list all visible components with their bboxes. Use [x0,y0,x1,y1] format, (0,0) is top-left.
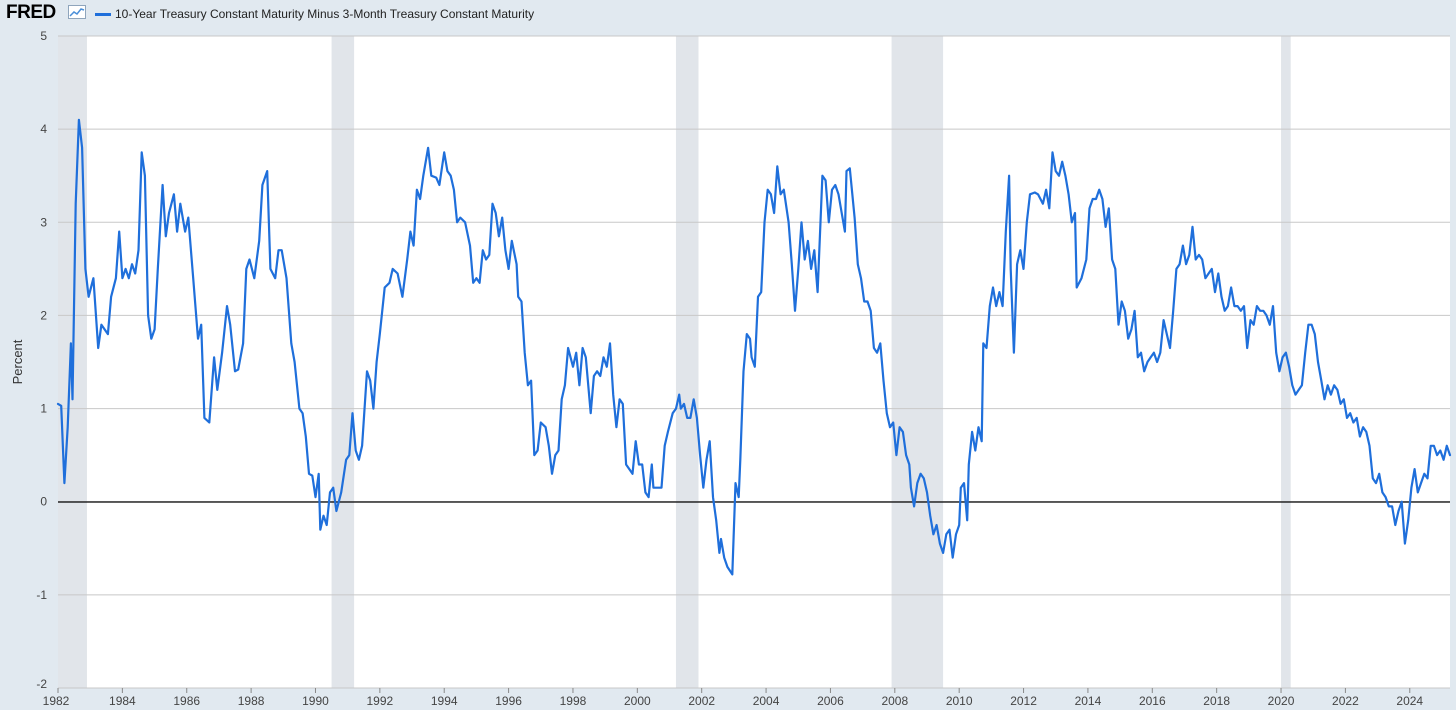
x-tick-label: 2008 [881,694,908,708]
y-axis-label: Percent [10,339,25,384]
x-tick-label: 2020 [1268,694,1295,708]
y-tick-label: 1 [40,402,47,416]
x-tick-label: 1992 [366,694,393,708]
x-tick-label: 2004 [753,694,780,708]
fred-graph-icon [68,5,86,19]
y-tick-label: -2 [36,677,47,691]
x-tick-label: 1982 [43,694,70,708]
x-tick-label: 2016 [1139,694,1166,708]
x-tick-label: 2022 [1332,694,1359,708]
series-line[interactable] [56,118,1452,576]
recession-band-2 [675,36,699,688]
y-tick-label: 3 [40,215,47,229]
x-tick-label: 2010 [946,694,973,708]
x-tick-label: 1986 [173,694,200,708]
y-tick-label: 5 [40,29,47,43]
y-tick-label: 0 [40,495,47,509]
recession-band-3 [891,36,944,688]
legend-swatch [95,13,111,16]
x-tick-label: 2000 [624,694,651,708]
x-tick-label: 2012 [1010,694,1037,708]
x-tick-label: 1988 [238,694,265,708]
fred-logo[interactable]: FRED [6,2,56,23]
x-tick-label: 1984 [109,694,136,708]
x-tick-label: 1996 [495,694,522,708]
recession-band-4 [1281,36,1291,688]
y-tick-label: 4 [40,122,47,136]
legend-label: 10-Year Treasury Constant Maturity Minus… [115,7,535,21]
x-tick-label: 2024 [1396,694,1423,708]
x-tick-label: 1990 [302,694,329,708]
recession-band-1 [331,36,355,688]
y-tick-label: 2 [40,308,47,322]
x-tick-label: 1994 [431,694,458,708]
x-tick-label: 2002 [688,694,715,708]
x-tick-label: 1998 [560,694,587,708]
x-tick-label: 2006 [817,694,844,708]
x-tick-label: 2014 [1075,694,1102,708]
chart-header: FRED 10-Year Treasury Constant Maturity … [0,0,1456,30]
y-tick-label: -1 [36,588,47,602]
x-tick-label: 2018 [1203,694,1230,708]
